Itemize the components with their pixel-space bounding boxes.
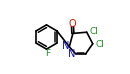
- Text: N: N: [68, 49, 76, 59]
- Text: O: O: [69, 19, 76, 29]
- Text: Cl: Cl: [96, 40, 104, 49]
- Text: N: N: [62, 41, 69, 51]
- Text: F: F: [45, 49, 50, 57]
- Text: Cl: Cl: [90, 27, 99, 36]
